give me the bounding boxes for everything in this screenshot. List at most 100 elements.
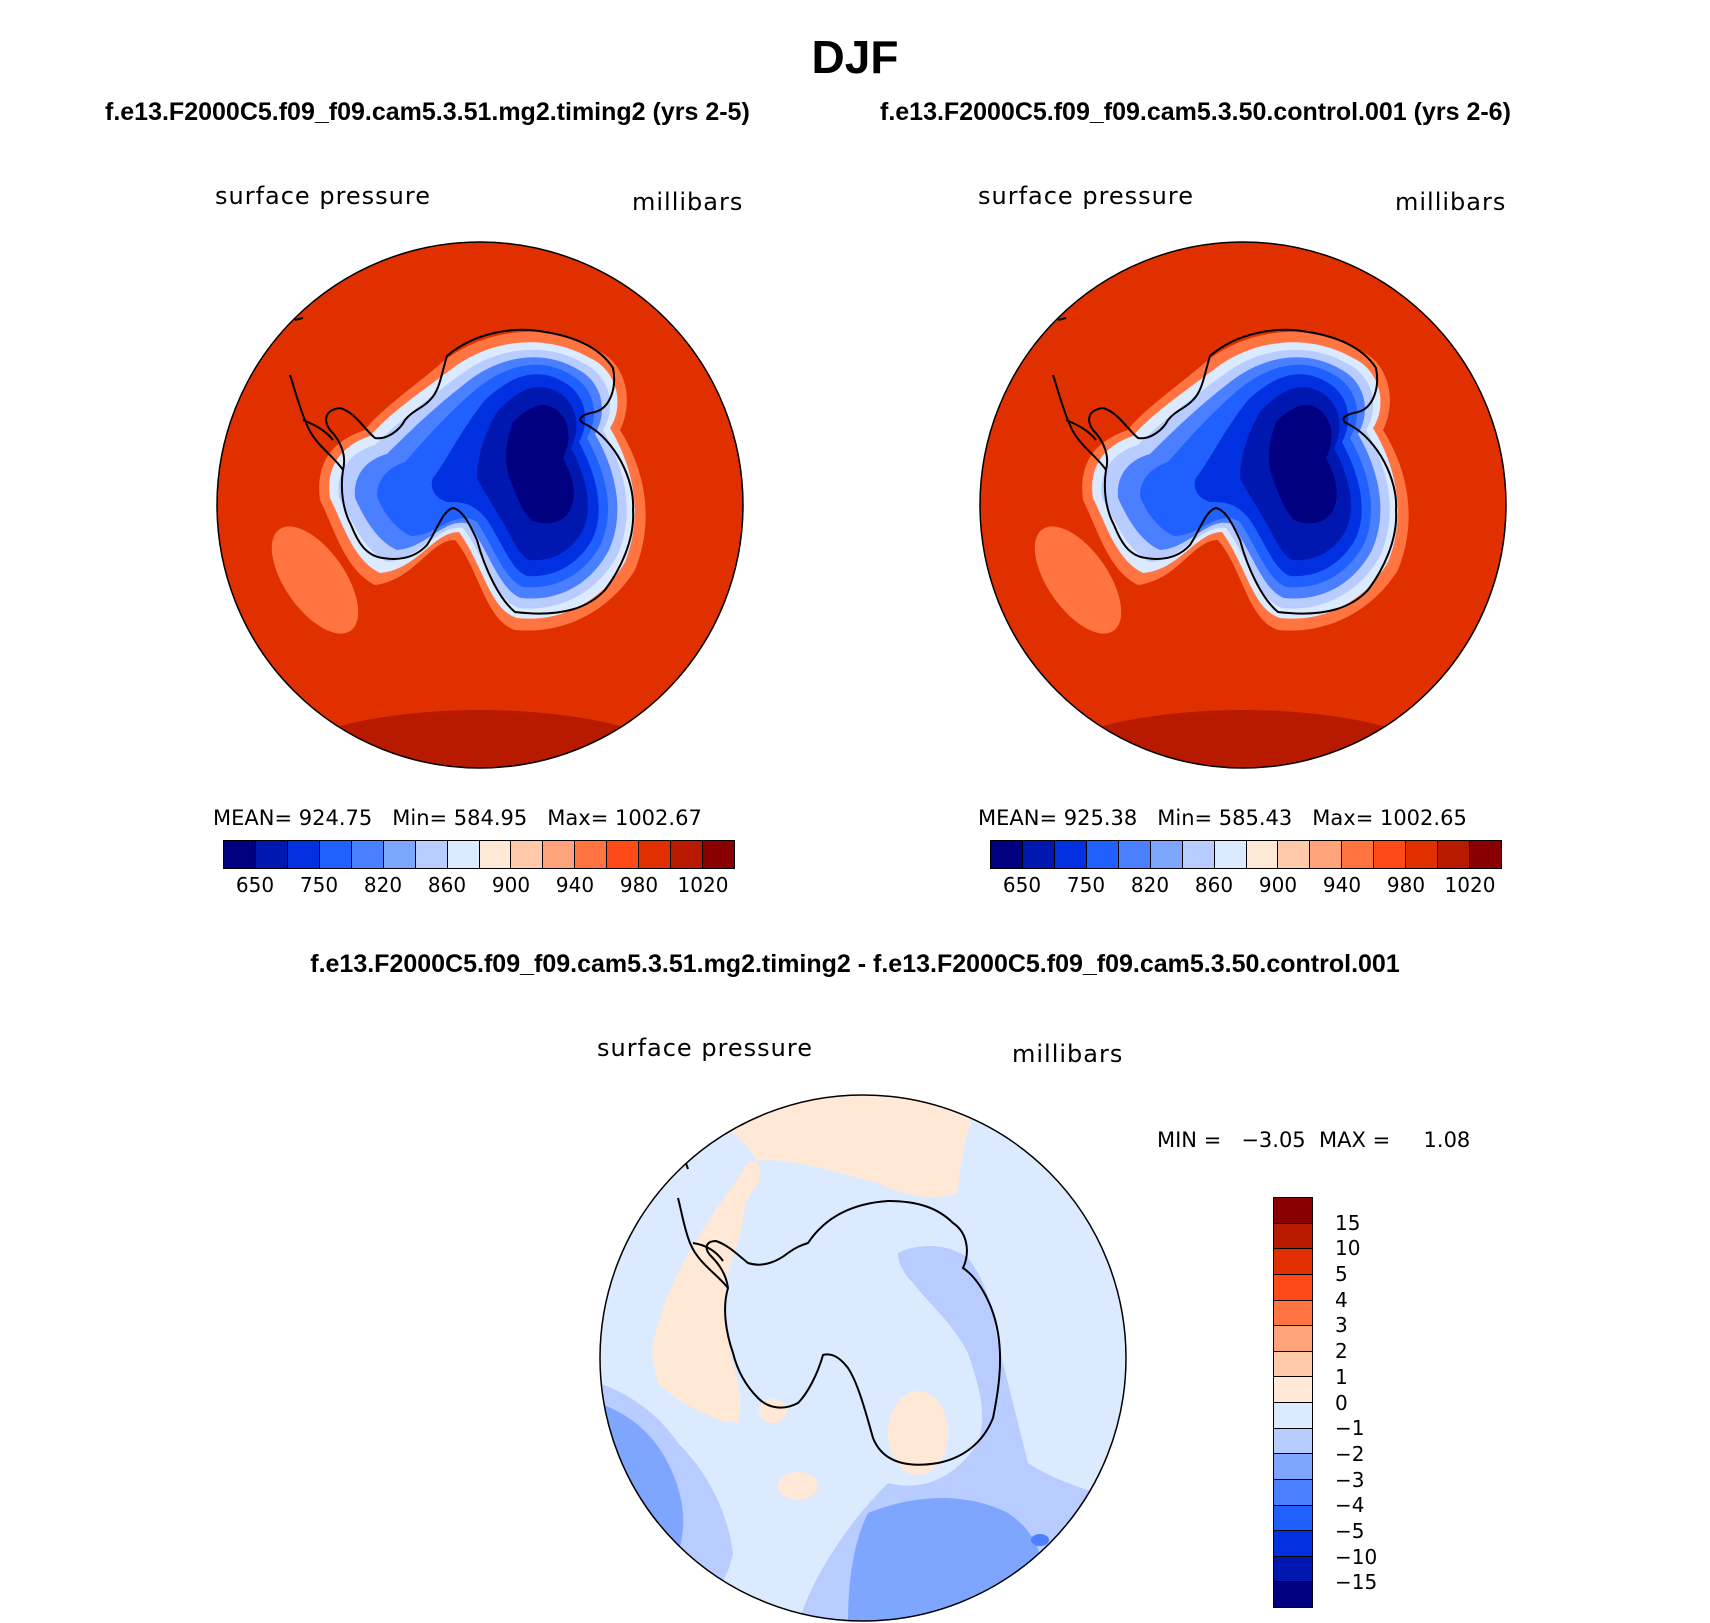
pressure-anomaly-patch	[1034, 526, 1122, 634]
colorbar-cell	[1274, 1248, 1312, 1274]
colorbar-tick-label: 10	[1335, 1236, 1361, 1261]
coastline	[1088, 328, 1398, 615]
colorbar-cell	[254, 841, 287, 868]
colorbar-tick-label: 4	[1335, 1287, 1348, 1312]
left-stats: MEAN= 924.75 Min= 584.95 Max= 1002.67	[213, 806, 702, 830]
colorbar-tick-label: −1	[1335, 1416, 1365, 1441]
right-case-title: f.e13.F2000C5.f09_f09.cam5.3.50.control.…	[880, 98, 1511, 126]
positive-anomaly-ross	[888, 1391, 948, 1475]
colorbar-cell	[350, 841, 383, 868]
diff-polar-map	[599, 1094, 1127, 1622]
colorbar-tick-label: −4	[1335, 1493, 1365, 1518]
colorbar-cell	[1274, 1299, 1312, 1326]
colorbar-cell	[1274, 1222, 1312, 1249]
colorbar-tick-label: 750	[1066, 873, 1106, 897]
ice-sheet-core	[1269, 405, 1337, 524]
island-coast	[1057, 317, 1067, 321]
right-variable-label: surface pressure	[978, 182, 1194, 210]
colorbar-cell	[1373, 841, 1406, 868]
colorbar-cell	[702, 841, 734, 868]
right-units-label: millibars	[1395, 188, 1507, 216]
positive-anomaly-small	[778, 1472, 818, 1500]
colorbar-cell	[1341, 841, 1374, 868]
coastline	[705, 1199, 1002, 1466]
colorbar-cell	[606, 841, 639, 868]
colorbar-tick-label: 820	[1130, 873, 1170, 897]
colorbar-tick-label: 3	[1335, 1313, 1348, 1338]
diff-case-title: f.e13.F2000C5.f09_f09.cam5.3.51.mg2.timi…	[310, 950, 1400, 978]
colorbar-cell	[1085, 841, 1118, 868]
colorbar-cell	[670, 841, 703, 868]
colorbar-cell	[1213, 841, 1246, 868]
colorbar-cell	[510, 841, 543, 868]
diff-colorbar-ticks: 15 10 5 4 3 2 1 0 −1 −2 −3 −4 −5 −10 −15	[1335, 1197, 1415, 1608]
colorbar-tick-label: 940	[555, 873, 595, 897]
right-stats: MEAN= 925.38 Min= 585.43 Max= 1002.65	[978, 806, 1467, 830]
right-colorbar: 650 750 820 860 900 940 980 1020	[990, 840, 1502, 897]
negative-anomaly-south	[848, 1498, 1042, 1621]
peninsula-coast	[289, 374, 344, 471]
positive-anomaly-north	[652, 1095, 978, 1423]
colorbar-cell	[1405, 841, 1438, 868]
colorbar-cell	[1274, 1402, 1312, 1428]
colorbar-cell	[574, 841, 607, 868]
diff-colorbar	[1273, 1197, 1313, 1608]
left-variable-label: surface pressure	[215, 182, 431, 210]
colorbar-tick-label: −3	[1335, 1467, 1365, 1492]
colorbar-cell	[1274, 1555, 1312, 1582]
colorbar-tick-label: −2	[1335, 1441, 1365, 1466]
colorbar-cell	[318, 841, 351, 868]
left-units-label: millibars	[632, 188, 744, 216]
left-colorbar: 650 750 820 860 900 940 980 1020	[223, 840, 735, 897]
positive-anomaly-peninsula	[654, 1163, 748, 1423]
colorbar-tick-label: 650	[235, 873, 275, 897]
colorbar-cell	[1274, 1198, 1312, 1223]
map-border	[979, 241, 1507, 769]
colorbar-cell	[1149, 841, 1182, 868]
colorbar-tick-label: 1020	[1444, 873, 1496, 897]
colorbar-cell	[414, 841, 447, 868]
negative-anomaly-min	[1031, 1534, 1049, 1546]
colorbar-tick-label: 5	[1335, 1262, 1348, 1287]
colorbar-tick-label: 980	[1386, 873, 1426, 897]
colorbar-tick-label: −10	[1335, 1544, 1378, 1569]
ice-sheet-core	[506, 405, 574, 524]
colorbar-cell	[286, 841, 319, 868]
coastline	[325, 328, 635, 615]
colorbar-tick-label: 900	[491, 873, 531, 897]
colorbar-cell	[382, 841, 415, 868]
colorbar-tick-label: 820	[363, 873, 403, 897]
diff-variable-label: surface pressure	[597, 1034, 813, 1062]
colorbar-tick-label: 15	[1335, 1210, 1361, 1235]
colorbar-cell	[1274, 1325, 1312, 1351]
colorbar-cell	[1274, 1453, 1312, 1479]
colorbar-tick-label: 1	[1335, 1364, 1348, 1389]
colorbar-cell	[1245, 841, 1278, 868]
colorbar-cell	[446, 841, 479, 868]
colorbar-cell	[224, 841, 255, 868]
colorbar-tick-label: 980	[619, 873, 659, 897]
colorbar-cell	[1181, 841, 1214, 868]
colorbar-cell	[1021, 841, 1054, 868]
colorbar-tick-label: 750	[299, 873, 339, 897]
colorbar-cell	[1437, 841, 1470, 868]
colorbar-tick-label: 1020	[677, 873, 729, 897]
colorbar-cell	[478, 841, 511, 868]
colorbar-tick-label: 940	[1322, 873, 1362, 897]
colorbar-cell	[1274, 1581, 1312, 1607]
pressure-anomaly-patch	[271, 526, 359, 634]
colorbar-cell	[542, 841, 575, 868]
colorbar-cell	[1309, 841, 1342, 868]
colorbar-tick-label: −15	[1335, 1570, 1378, 1595]
left-polar-map	[216, 241, 744, 769]
peninsula-coast	[1052, 374, 1107, 471]
left-case-title: f.e13.F2000C5.f09_f09.cam5.3.51.mg2.timi…	[105, 98, 750, 126]
colorbar-cell	[1274, 1350, 1312, 1377]
colorbar-cell	[638, 841, 671, 868]
colorbar-cell	[1274, 1504, 1312, 1531]
colorbar-cell	[1469, 841, 1501, 868]
colorbar-cell	[991, 841, 1022, 868]
colorbar-cell	[1274, 1273, 1312, 1300]
colorbar-tick-label: 860	[427, 873, 467, 897]
colorbar-cell	[1277, 841, 1310, 868]
